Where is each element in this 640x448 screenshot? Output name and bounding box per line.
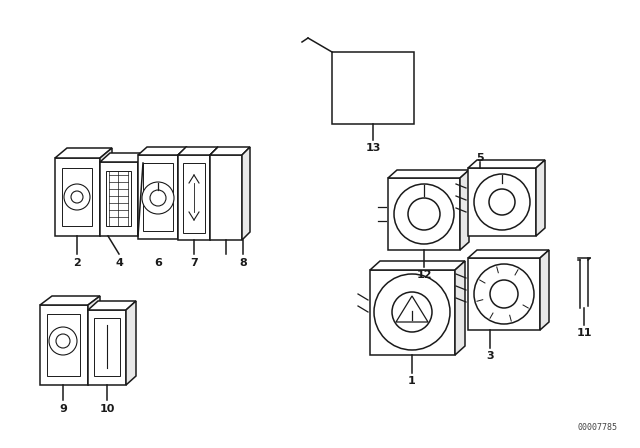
- Circle shape: [56, 334, 70, 348]
- Polygon shape: [455, 261, 465, 355]
- Bar: [62, 168, 92, 226]
- Polygon shape: [138, 153, 148, 236]
- Circle shape: [489, 189, 515, 215]
- Text: 11: 11: [576, 328, 592, 338]
- Circle shape: [71, 191, 83, 203]
- Bar: [143, 163, 173, 231]
- Circle shape: [474, 174, 530, 230]
- Bar: [100, 162, 138, 236]
- Circle shape: [392, 292, 432, 332]
- Polygon shape: [540, 250, 549, 330]
- Text: 13: 13: [365, 143, 381, 153]
- Bar: [94, 318, 120, 376]
- Text: 2: 2: [73, 258, 81, 268]
- Polygon shape: [178, 147, 218, 155]
- Bar: [332, 52, 414, 124]
- Text: 1: 1: [408, 376, 416, 386]
- Polygon shape: [242, 147, 250, 240]
- Bar: [138, 155, 178, 239]
- Bar: [55, 158, 100, 236]
- Text: 3: 3: [486, 351, 494, 361]
- Text: 6: 6: [154, 258, 162, 268]
- Bar: [47, 314, 80, 376]
- Bar: [370, 270, 455, 355]
- Polygon shape: [468, 160, 545, 168]
- Circle shape: [474, 264, 534, 324]
- Circle shape: [49, 327, 77, 355]
- Bar: [88, 310, 126, 385]
- Circle shape: [374, 274, 450, 350]
- Text: 5: 5: [476, 153, 484, 163]
- Circle shape: [64, 184, 90, 210]
- Polygon shape: [88, 296, 100, 385]
- Polygon shape: [536, 160, 545, 236]
- Text: 10: 10: [99, 404, 115, 414]
- Bar: [210, 155, 242, 240]
- Polygon shape: [370, 261, 465, 270]
- Polygon shape: [40, 296, 100, 305]
- Polygon shape: [210, 147, 218, 240]
- Bar: [40, 305, 88, 385]
- Bar: [388, 178, 460, 250]
- Bar: [183, 163, 205, 233]
- Bar: [106, 171, 131, 226]
- Text: 8: 8: [239, 258, 247, 268]
- Circle shape: [150, 190, 166, 206]
- Polygon shape: [55, 148, 112, 158]
- Polygon shape: [88, 301, 136, 310]
- Circle shape: [408, 198, 440, 230]
- Polygon shape: [178, 147, 187, 239]
- Text: 7: 7: [190, 258, 198, 268]
- Bar: [468, 168, 536, 236]
- Text: 4: 4: [115, 258, 123, 268]
- Polygon shape: [388, 170, 469, 178]
- Circle shape: [490, 280, 518, 308]
- Polygon shape: [100, 148, 112, 236]
- Bar: [468, 258, 540, 330]
- Polygon shape: [468, 250, 549, 258]
- Bar: [178, 155, 210, 240]
- Circle shape: [142, 182, 174, 214]
- Text: 9: 9: [59, 404, 67, 414]
- Polygon shape: [100, 153, 148, 162]
- Polygon shape: [210, 147, 250, 155]
- Circle shape: [394, 184, 454, 244]
- Polygon shape: [460, 170, 469, 250]
- Polygon shape: [138, 147, 187, 155]
- Text: 00007785: 00007785: [578, 423, 618, 432]
- Polygon shape: [126, 301, 136, 385]
- Text: 12: 12: [416, 270, 432, 280]
